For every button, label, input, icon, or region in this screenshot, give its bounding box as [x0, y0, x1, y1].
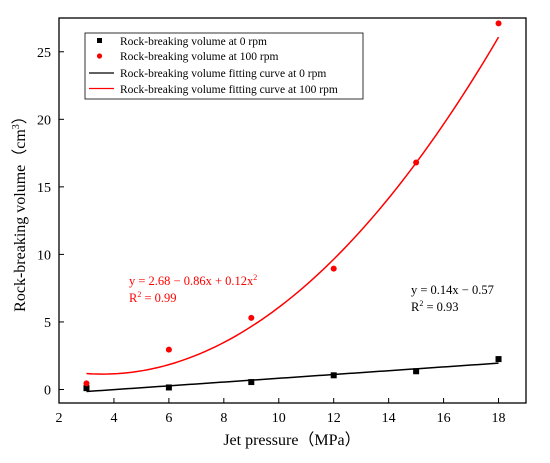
data-point-series-1	[83, 380, 90, 387]
legend-label-0rpm-fit: Rock-breaking volume fitting curve at 0 …	[120, 68, 326, 80]
y-tick-label: 25	[37, 46, 51, 61]
x-tick-label: 8	[220, 411, 227, 426]
series-layer	[83, 20, 502, 393]
legend-box	[84, 32, 364, 100]
x-tick-label: 4	[110, 411, 117, 426]
y-tick-label: 5	[44, 316, 51, 331]
annotation-100rpm-equation-text: y = 2.68 − 0.86x + 0.12x	[129, 274, 254, 288]
data-point-series-1	[413, 159, 420, 166]
annotation-0rpm-r-sup: 2	[419, 299, 423, 308]
y-axis-label-superscript: 3	[11, 124, 22, 129]
annotation-0rpm: y = 0.14x − 0.57 R2 = 0.93	[411, 283, 494, 314]
annotation-100rpm-r-value: = 0.99	[141, 291, 176, 305]
x-tick-label: 18	[492, 411, 506, 426]
legend-label-100rpm-fit: Rock-breaking volume fitting curve at 10…	[120, 84, 338, 96]
annotation-100rpm-equation-sup: 2	[253, 273, 257, 282]
y-axis-label-close: ）	[11, 108, 29, 124]
y-tick-label: 0	[44, 383, 51, 398]
y-axis-label: Rock-breaking volume（cm3）	[11, 108, 29, 312]
x-tick-label: 12	[327, 411, 341, 426]
data-point-series-0	[83, 385, 90, 392]
plot-frame	[58, 17, 527, 404]
annotation-0rpm-r-value: = 0.93	[423, 300, 458, 314]
data-point-series-1	[495, 20, 502, 27]
y-tick-label: 20	[37, 113, 51, 128]
annotation-0rpm-r-letter: R	[411, 300, 420, 314]
data-point-series-0	[330, 372, 337, 379]
y-tick-label: 15	[37, 181, 51, 196]
data-point-series-1	[330, 265, 337, 272]
annotation-100rpm-equation: y = 2.68 − 0.86x + 0.12x2	[129, 273, 257, 288]
annotation-100rpm-r-sup: 2	[137, 290, 141, 299]
data-point-series-1	[248, 314, 255, 321]
x-tick-label: 16	[437, 411, 451, 426]
annotation-100rpm-r-letter: R	[129, 291, 138, 305]
legend-marker-100rpm-points	[96, 53, 103, 59]
ticks-layer: 2 4 6 8 10 12 14 16 18 0 5 10 15 20 25	[37, 46, 506, 426]
annotation-100rpm: y = 2.68 − 0.86x + 0.12x2 R2 = 0.99	[129, 273, 257, 305]
annotation-0rpm-r2: R2 = 0.93	[411, 299, 459, 314]
data-point-series-0	[413, 368, 420, 375]
data-point-series-0	[248, 379, 255, 386]
legend-label-0rpm-points: Rock-breaking volume at 0 rpm	[120, 36, 267, 48]
y-tick-label: 10	[37, 248, 51, 263]
y-axis-label-main: Rock-breaking volume（cm	[11, 129, 29, 312]
x-tick-label: 6	[165, 411, 172, 426]
data-point-series-1	[165, 346, 172, 353]
fit-line-series-2	[86, 362, 499, 393]
x-tick-label: 10	[272, 411, 286, 426]
legend-label-100rpm-points: Rock-breaking volume at 100 rpm	[120, 51, 278, 63]
x-axis-label: Jet pressure（MPa）	[223, 431, 360, 449]
legend-marker-0rpm-points	[97, 38, 102, 43]
data-point-series-0	[495, 356, 502, 363]
annotation-100rpm-r2: R2 = 0.99	[129, 290, 177, 305]
data-point-series-0	[165, 384, 172, 391]
annotation-0rpm-equation: y = 0.14x − 0.57	[411, 283, 494, 297]
fit-line-series-3	[86, 36, 500, 375]
x-tick-label: 2	[56, 411, 63, 426]
legend: Rock-breaking volume at 0 rpm Rock-break…	[84, 32, 364, 100]
x-tick-label: 14	[382, 411, 396, 426]
